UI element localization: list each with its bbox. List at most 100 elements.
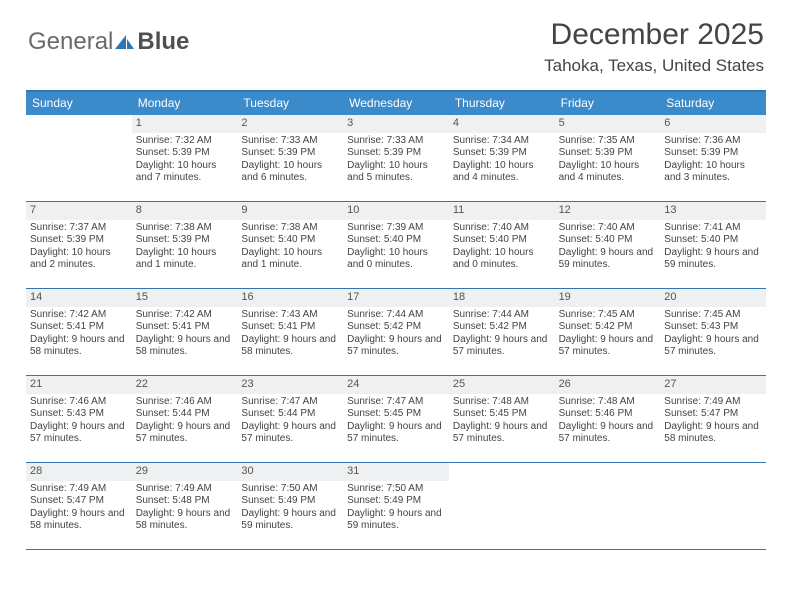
daylight-text: Daylight: 10 hours and 1 minute.: [136, 247, 234, 272]
daylight-text: Daylight: 9 hours and 57 minutes.: [241, 421, 339, 446]
daylight-text: Daylight: 9 hours and 58 minutes.: [30, 508, 128, 533]
dow-saturday: Saturday: [660, 92, 766, 115]
calendar-cell: 12Sunrise: 7:40 AMSunset: 5:40 PMDayligh…: [555, 202, 661, 288]
calendar-week: 28Sunrise: 7:49 AMSunset: 5:47 PMDayligh…: [26, 463, 766, 550]
day-body: Sunrise: 7:34 AMSunset: 5:39 PMDaylight:…: [449, 133, 555, 189]
day-body: Sunrise: 7:40 AMSunset: 5:40 PMDaylight:…: [449, 220, 555, 276]
sunset-text: Sunset: 5:39 PM: [559, 147, 657, 160]
sunrise-text: Sunrise: 7:49 AM: [664, 396, 762, 409]
calendar-cell: 10Sunrise: 7:39 AMSunset: 5:40 PMDayligh…: [343, 202, 449, 288]
calendar: SundayMondayTuesdayWednesdayThursdayFrid…: [26, 90, 766, 550]
day-body: Sunrise: 7:38 AMSunset: 5:39 PMDaylight:…: [132, 220, 238, 276]
day-body: Sunrise: 7:45 AMSunset: 5:42 PMDaylight:…: [555, 307, 661, 363]
sunrise-text: Sunrise: 7:50 AM: [347, 483, 445, 496]
daylight-text: Daylight: 9 hours and 58 minutes.: [136, 508, 234, 533]
daylight-text: Daylight: 10 hours and 4 minutes.: [453, 160, 551, 185]
sunrise-text: Sunrise: 7:40 AM: [559, 222, 657, 235]
day-body: Sunrise: 7:41 AMSunset: 5:40 PMDaylight:…: [660, 220, 766, 276]
daylight-text: Daylight: 9 hours and 58 minutes.: [30, 334, 128, 359]
daylight-text: Daylight: 10 hours and 6 minutes.: [241, 160, 339, 185]
sunrise-text: Sunrise: 7:45 AM: [559, 309, 657, 322]
calendar-cell: 29Sunrise: 7:49 AMSunset: 5:48 PMDayligh…: [132, 463, 238, 549]
day-body: Sunrise: 7:49 AMSunset: 5:47 PMDaylight:…: [26, 481, 132, 537]
calendar-cell: 28Sunrise: 7:49 AMSunset: 5:47 PMDayligh…: [26, 463, 132, 549]
sunrise-text: Sunrise: 7:34 AM: [453, 135, 551, 148]
calendar-cell: 13Sunrise: 7:41 AMSunset: 5:40 PMDayligh…: [660, 202, 766, 288]
title-block: December 2025 Tahoka, Texas, United Stat…: [544, 18, 764, 76]
day-number: 14: [26, 289, 132, 307]
calendar-cell: 11Sunrise: 7:40 AMSunset: 5:40 PMDayligh…: [449, 202, 555, 288]
sunrise-text: Sunrise: 7:41 AM: [664, 222, 762, 235]
sunset-text: Sunset: 5:40 PM: [347, 234, 445, 247]
sunrise-text: Sunrise: 7:37 AM: [30, 222, 128, 235]
daylight-text: Daylight: 9 hours and 58 minutes.: [136, 334, 234, 359]
day-number: 30: [237, 463, 343, 481]
page-header: GeneralBlue December 2025 Tahoka, Texas,…: [0, 0, 792, 82]
calendar-cell: 19Sunrise: 7:45 AMSunset: 5:42 PMDayligh…: [555, 289, 661, 375]
daylight-text: Daylight: 9 hours and 57 minutes.: [453, 334, 551, 359]
daylight-text: Daylight: 10 hours and 7 minutes.: [136, 160, 234, 185]
sunrise-text: Sunrise: 7:42 AM: [30, 309, 128, 322]
sunset-text: Sunset: 5:45 PM: [347, 408, 445, 421]
day-number: 15: [132, 289, 238, 307]
day-body: Sunrise: 7:50 AMSunset: 5:49 PMDaylight:…: [237, 481, 343, 537]
sunrise-text: Sunrise: 7:45 AM: [664, 309, 762, 322]
daylight-text: Daylight: 9 hours and 57 minutes.: [559, 334, 657, 359]
day-number: 22: [132, 376, 238, 394]
day-number: 25: [449, 376, 555, 394]
sunrise-text: Sunrise: 7:40 AM: [453, 222, 551, 235]
sunrise-text: Sunrise: 7:46 AM: [136, 396, 234, 409]
sunset-text: Sunset: 5:44 PM: [136, 408, 234, 421]
sunrise-text: Sunrise: 7:48 AM: [559, 396, 657, 409]
day-number: 18: [449, 289, 555, 307]
day-body: Sunrise: 7:32 AMSunset: 5:39 PMDaylight:…: [132, 133, 238, 189]
day-number: 6: [660, 115, 766, 133]
sunrise-text: Sunrise: 7:44 AM: [347, 309, 445, 322]
sunrise-text: Sunrise: 7:36 AM: [664, 135, 762, 148]
daylight-text: Daylight: 9 hours and 57 minutes.: [347, 421, 445, 446]
day-body: Sunrise: 7:42 AMSunset: 5:41 PMDaylight:…: [132, 307, 238, 363]
day-number: [555, 463, 661, 481]
calendar-cell: 27Sunrise: 7:49 AMSunset: 5:47 PMDayligh…: [660, 376, 766, 462]
sunset-text: Sunset: 5:41 PM: [30, 321, 128, 334]
sunrise-text: Sunrise: 7:47 AM: [241, 396, 339, 409]
calendar-cell: [555, 463, 661, 549]
sunrise-text: Sunrise: 7:32 AM: [136, 135, 234, 148]
calendar-week: 14Sunrise: 7:42 AMSunset: 5:41 PMDayligh…: [26, 289, 766, 376]
dow-monday: Monday: [132, 92, 238, 115]
day-body: Sunrise: 7:48 AMSunset: 5:45 PMDaylight:…: [449, 394, 555, 450]
day-body: Sunrise: 7:38 AMSunset: 5:40 PMDaylight:…: [237, 220, 343, 276]
calendar-cell: 3Sunrise: 7:33 AMSunset: 5:39 PMDaylight…: [343, 115, 449, 201]
day-number: 7: [26, 202, 132, 220]
calendar-cell: 1Sunrise: 7:32 AMSunset: 5:39 PMDaylight…: [132, 115, 238, 201]
sunset-text: Sunset: 5:46 PM: [559, 408, 657, 421]
sunset-text: Sunset: 5:47 PM: [664, 408, 762, 421]
sunrise-text: Sunrise: 7:47 AM: [347, 396, 445, 409]
day-number: 9: [237, 202, 343, 220]
day-number: 19: [555, 289, 661, 307]
day-body: Sunrise: 7:50 AMSunset: 5:49 PMDaylight:…: [343, 481, 449, 537]
daylight-text: Daylight: 10 hours and 0 minutes.: [347, 247, 445, 272]
day-body: Sunrise: 7:47 AMSunset: 5:44 PMDaylight:…: [237, 394, 343, 450]
sunrise-text: Sunrise: 7:33 AM: [241, 135, 339, 148]
sunset-text: Sunset: 5:43 PM: [30, 408, 128, 421]
day-number: 23: [237, 376, 343, 394]
sunrise-text: Sunrise: 7:46 AM: [30, 396, 128, 409]
day-number: 2: [237, 115, 343, 133]
daylight-text: Daylight: 10 hours and 0 minutes.: [453, 247, 551, 272]
dow-friday: Friday: [555, 92, 661, 115]
page-title: December 2025: [544, 18, 764, 52]
brand-part2: Blue: [137, 28, 189, 55]
daylight-text: Daylight: 10 hours and 1 minute.: [241, 247, 339, 272]
sunset-text: Sunset: 5:41 PM: [136, 321, 234, 334]
day-of-week-row: SundayMondayTuesdayWednesdayThursdayFrid…: [26, 92, 766, 115]
calendar-cell: 26Sunrise: 7:48 AMSunset: 5:46 PMDayligh…: [555, 376, 661, 462]
daylight-text: Daylight: 9 hours and 57 minutes.: [30, 421, 128, 446]
sunset-text: Sunset: 5:39 PM: [664, 147, 762, 160]
day-body: Sunrise: 7:37 AMSunset: 5:39 PMDaylight:…: [26, 220, 132, 276]
day-body: Sunrise: 7:36 AMSunset: 5:39 PMDaylight:…: [660, 133, 766, 189]
daylight-text: Daylight: 9 hours and 59 minutes.: [559, 247, 657, 272]
day-number: 26: [555, 376, 661, 394]
day-body: Sunrise: 7:48 AMSunset: 5:46 PMDaylight:…: [555, 394, 661, 450]
day-number: 24: [343, 376, 449, 394]
